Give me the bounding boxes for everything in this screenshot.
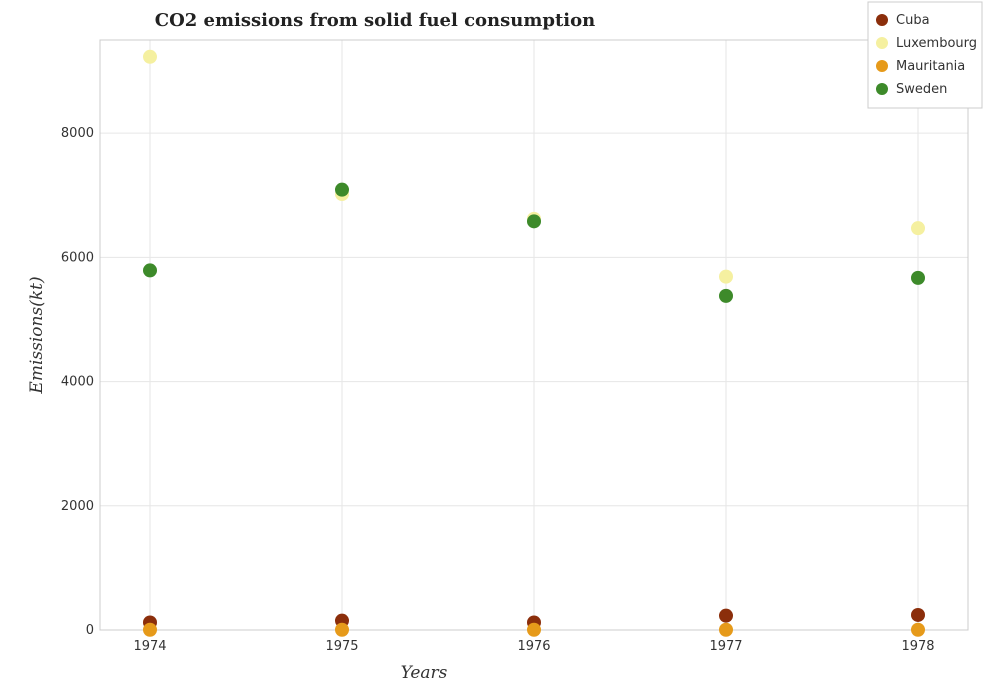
y-tick-label: 6000 xyxy=(61,250,94,265)
y-tick-label: 4000 xyxy=(61,375,94,390)
x-axis-label: Years xyxy=(401,663,448,683)
point-mauritania-1978 xyxy=(911,622,925,637)
legend: Cuba Luxembourg Mauritania Sweden xyxy=(867,1,983,109)
chart-title: CO2 emissions from solid fuel consumptio… xyxy=(155,10,595,31)
point-sweden-1974 xyxy=(143,263,157,278)
x-tick-label: 1978 xyxy=(901,639,934,654)
point-sweden-1977 xyxy=(719,288,733,303)
point-sweden-1976 xyxy=(527,214,541,229)
y-tick-label: 2000 xyxy=(61,499,94,514)
point-mauritania-1975 xyxy=(335,622,349,637)
point-luxembourg-1978 xyxy=(911,221,925,236)
y-tick-label: 0 xyxy=(86,623,94,638)
point-cuba-1977 xyxy=(719,608,733,623)
legend-marker-mauritania xyxy=(876,60,888,72)
x-tick-label: 1976 xyxy=(517,639,550,654)
point-luxembourg-1977 xyxy=(719,269,733,284)
tick-labels: 0 2000 4000 6000 8000 1974 1975 1976 1977 1978 xyxy=(61,126,935,654)
point-mauritania-1976 xyxy=(527,622,541,637)
y-axis-label: Emissions(kt) xyxy=(27,276,47,394)
point-mauritania-1977 xyxy=(719,622,733,637)
legend-label-cuba: Cuba xyxy=(896,13,930,28)
y-tick-label: 8000 xyxy=(61,126,94,141)
data-marks xyxy=(143,49,925,637)
legend-marker-luxembourg xyxy=(876,37,888,49)
legend-marker-sweden xyxy=(876,83,888,95)
legend-label-mauritania: Mauritania xyxy=(896,59,965,74)
x-tick-label: 1975 xyxy=(325,639,358,654)
point-sweden-1978 xyxy=(911,270,925,285)
grid xyxy=(100,40,968,631)
x-tick-label: 1974 xyxy=(133,639,166,654)
point-sweden-1975 xyxy=(335,182,349,197)
legend-label-sweden: Sweden xyxy=(896,82,947,97)
point-cuba-1978 xyxy=(911,607,925,622)
point-mauritania-1974 xyxy=(143,622,157,637)
legend-marker-cuba xyxy=(876,14,888,26)
x-tick-label: 1977 xyxy=(709,639,742,654)
point-luxembourg-1974 xyxy=(143,49,157,64)
legend-label-luxembourg: Luxembourg xyxy=(896,36,977,51)
